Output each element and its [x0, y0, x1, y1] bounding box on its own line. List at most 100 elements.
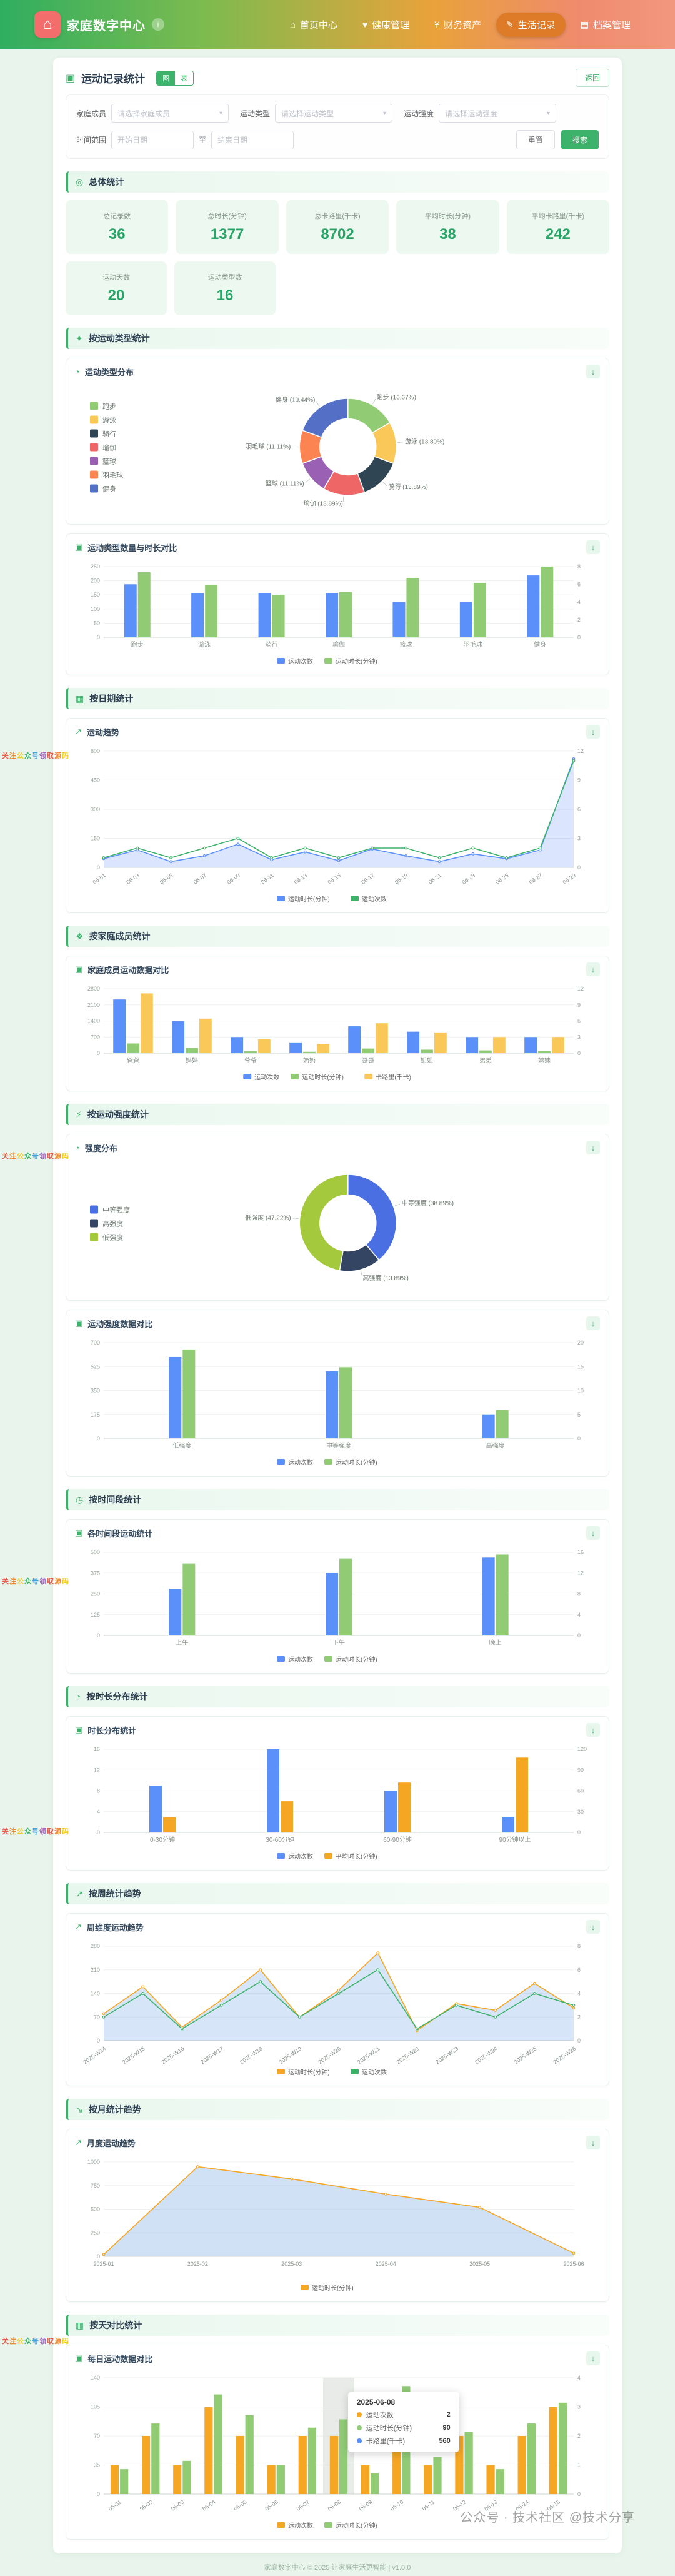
- filter-panel: 家庭成员 请选择家庭成员 ▾ 运动类型 请选择运动类型 ▾ 运动强度 请选择运动…: [66, 94, 609, 159]
- svg-text:羽毛球: 羽毛球: [464, 640, 482, 649]
- svg-text:150: 150: [91, 836, 100, 842]
- export-image-icon[interactable]: ↓: [586, 1920, 600, 1934]
- export-image-icon[interactable]: ↓: [586, 1723, 600, 1737]
- svg-text:90分钟以上: 90分钟以上: [499, 1836, 531, 1844]
- chart-card-intensity-compare: ▣ 运动强度数据对比 ↓ 0 175 350 525 700 0 5 10 15 20 低强度 中等强…: [66, 1310, 609, 1477]
- export-image-icon[interactable]: ↓: [586, 962, 600, 976]
- export-image-icon[interactable]: ↓: [586, 725, 600, 739]
- svg-text:06-23: 06-23: [461, 872, 476, 885]
- svg-text:2: 2: [578, 2014, 581, 2020]
- section-header-by-date: ▦ 按日期统计: [66, 688, 609, 709]
- member-select-placeholder: 请选择家庭成员: [118, 109, 171, 118]
- chart-title-icon: ▣: [66, 73, 76, 84]
- line-chart-icon: ↗: [75, 727, 82, 736]
- tooltip-row: 运动次数 2: [356, 2410, 451, 2420]
- svg-text:中等强度 (38.89%): 中等强度 (38.89%): [402, 1199, 454, 1207]
- svg-text:3: 3: [578, 1034, 581, 1040]
- nav-item-archive[interactable]: ▤ 档案管理: [571, 13, 641, 37]
- date-start-input[interactable]: 开始日期: [111, 130, 194, 149]
- intensity-filter-label: 运动强度: [404, 109, 434, 118]
- back-button[interactable]: 返回: [575, 69, 609, 87]
- nav-item-home[interactable]: ⌂ 首页中心: [280, 13, 347, 37]
- svg-text:妈妈: 妈妈: [186, 1056, 198, 1064]
- member-select[interactable]: 请选择家庭成员 ▾: [111, 104, 229, 123]
- search-button[interactable]: 搜索: [561, 130, 599, 149]
- export-image-icon[interactable]: ↓: [586, 540, 600, 554]
- overview-stats-row2: 运动天数 20 运动类型数 16: [66, 261, 609, 315]
- svg-text:250: 250: [91, 1591, 100, 1597]
- svg-text:1: 1: [578, 2462, 581, 2468]
- stat-avg-duration: 平均时长(分钟) 38: [396, 200, 499, 254]
- svg-text:100: 100: [91, 606, 100, 612]
- page-title: 运动记录统计: [81, 73, 146, 85]
- date-end-input[interactable]: 结束日期: [211, 130, 294, 149]
- export-image-icon[interactable]: ↓: [586, 1526, 600, 1540]
- chart-card-intensity-distribution: ◔ 强度分布 ↓ 中等强度 (38.89%) 高强度 (13.89%) 低强度 (4…: [66, 1134, 609, 1301]
- member-filter-label: 家庭成员: [76, 109, 107, 118]
- nav-item-life[interactable]: ✎ 生活记录: [496, 12, 566, 37]
- svg-text:0: 0: [97, 2038, 100, 2044]
- svg-text:500: 500: [91, 1549, 100, 1555]
- app-logo[interactable]: ⌂ 家庭数字中心 i: [34, 11, 164, 38]
- svg-text:运动次数: 运动次数: [254, 1073, 279, 1081]
- chevron-down-icon: ▾: [547, 109, 551, 117]
- svg-text:4: 4: [578, 1612, 581, 1618]
- reset-button[interactable]: 重置: [516, 130, 555, 149]
- svg-text:2025-W26: 2025-W26: [552, 2045, 577, 2065]
- nav-item-health[interactable]: ♥ 健康管理: [352, 13, 419, 37]
- type-section-icon: ✦: [76, 333, 83, 343]
- svg-text:中等强度: 中等强度: [102, 1206, 130, 1215]
- svg-text:16: 16: [94, 1746, 100, 1752]
- date-end-placeholder: 结束日期: [218, 136, 248, 144]
- svg-text:0: 0: [97, 1050, 100, 1056]
- svg-text:06-03: 06-03: [170, 2498, 186, 2512]
- svg-text:525: 525: [91, 1363, 100, 1370]
- date-filter-label: 时间范围: [76, 136, 107, 144]
- svg-text:2025-04: 2025-04: [376, 2261, 396, 2267]
- svg-text:骑行: 骑行: [266, 640, 278, 649]
- svg-text:06-21: 06-21: [428, 872, 443, 885]
- svg-text:运动时长(分钟): 运动时长(分钟): [336, 1655, 378, 1664]
- svg-text:0: 0: [578, 2038, 581, 2044]
- svg-text:06-01: 06-01: [92, 872, 108, 885]
- svg-text:2025-W25: 2025-W25: [513, 2045, 538, 2065]
- svg-text:06-01: 06-01: [108, 2498, 123, 2512]
- heart-icon: ♥: [362, 19, 368, 29]
- export-image-icon[interactable]: ↓: [586, 365, 600, 378]
- svg-text:0: 0: [578, 1829, 581, 1836]
- svg-text:2025-W14: 2025-W14: [82, 2045, 107, 2065]
- intensity-select[interactable]: 请选择运动强度 ▾: [439, 104, 557, 123]
- date-section-icon: ▦: [76, 693, 84, 704]
- export-image-icon[interactable]: ↓: [586, 1141, 600, 1154]
- watermark-side: 关注公众号领取源码: [2, 1578, 69, 1585]
- svg-text:2800: 2800: [88, 986, 100, 992]
- svg-text:06-07: 06-07: [192, 872, 208, 885]
- svg-text:06-09: 06-09: [358, 2498, 374, 2512]
- line-chart-icon: ↗: [75, 1922, 82, 1931]
- home-logo-icon: ⌂: [34, 11, 61, 38]
- view-toggle-table[interactable]: 表: [175, 71, 194, 85]
- nav-item-finance[interactable]: ¥ 财务资产: [424, 13, 491, 37]
- stat-type-count: 运动类型数 16: [174, 261, 276, 315]
- export-image-icon[interactable]: ↓: [586, 2351, 600, 2365]
- export-image-icon[interactable]: ↓: [586, 2136, 600, 2149]
- svg-text:跑步 (16.67%): 跑步 (16.67%): [377, 393, 416, 401]
- view-toggle-chart[interactable]: 图: [157, 71, 176, 85]
- svg-text:12: 12: [578, 1570, 584, 1576]
- nav-label: 健康管理: [372, 19, 410, 31]
- svg-text:高强度: 高强度: [102, 1220, 123, 1228]
- svg-text:105: 105: [91, 2404, 100, 2410]
- svg-text:平均时长(分钟): 平均时长(分钟): [336, 1852, 378, 1861]
- bar-chart-icon: ▣: [75, 1528, 83, 1537]
- svg-text:0: 0: [578, 1050, 581, 1056]
- svg-text:2025-W24: 2025-W24: [474, 2045, 499, 2065]
- svg-text:9: 9: [578, 777, 581, 784]
- svg-text:1400: 1400: [88, 1018, 100, 1024]
- svg-text:20: 20: [578, 1340, 584, 1346]
- type-select[interactable]: 请选择运动类型 ▾: [275, 104, 393, 123]
- main-content: ▣ 运动记录统计 图 表 返回 家庭成员 请选择家庭成员 ▾ 运动类型 请选择运…: [53, 58, 622, 2553]
- svg-text:爸爸: 爸爸: [127, 1056, 139, 1064]
- export-image-icon[interactable]: ↓: [586, 1316, 600, 1330]
- home-icon: ⌂: [290, 19, 296, 29]
- svg-text:弟弟: 弟弟: [479, 1057, 492, 1064]
